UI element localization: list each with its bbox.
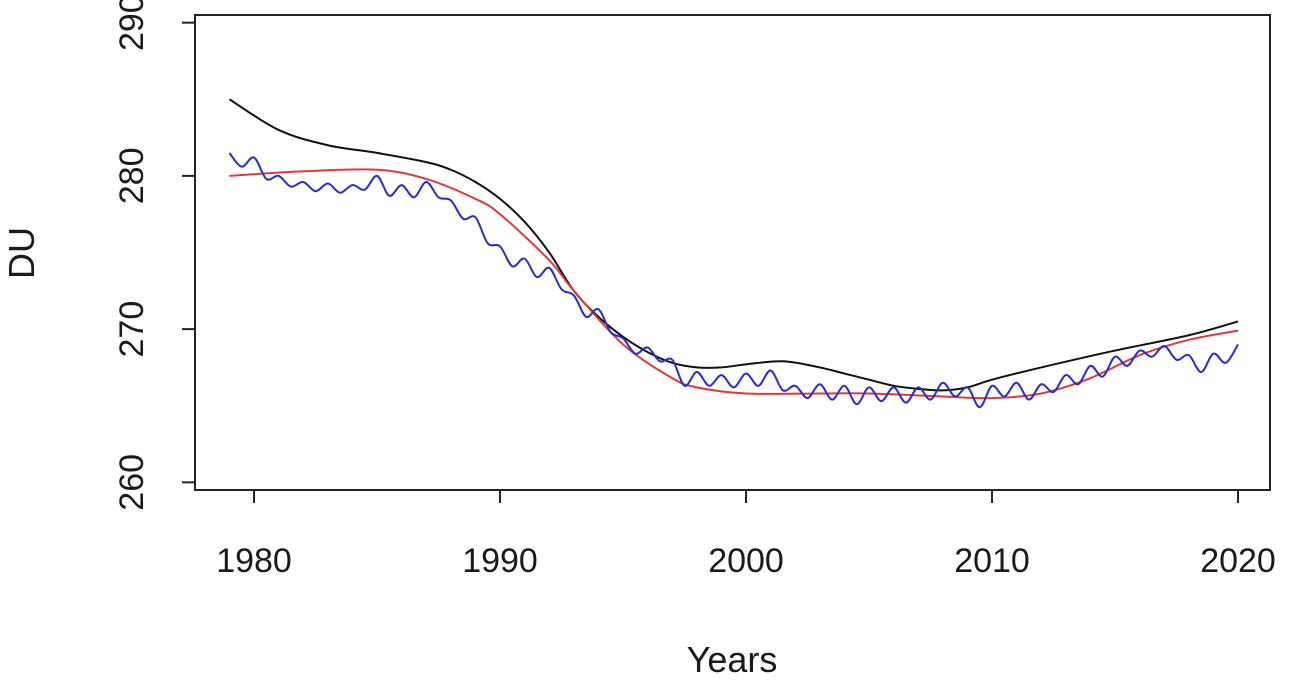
x-tick-label: 2000 [708, 542, 784, 580]
x-tick-label: 2010 [954, 542, 1030, 580]
x-axis-label: Years [687, 639, 778, 680]
x-tick-label: 1980 [216, 542, 292, 580]
series-line-red [229, 168, 1239, 400]
y-tick-label: 260 [113, 454, 151, 511]
y-tick-label: 270 [113, 301, 151, 358]
series-layer [228, 98, 1239, 409]
y-tick-label: 280 [113, 148, 151, 205]
series-line-blue [228, 152, 1239, 409]
x-tick-label: 1990 [462, 542, 538, 580]
y-tick-label: 290 [113, 0, 151, 51]
series-line-black [228, 98, 1239, 392]
axes: 1980 1990 2000 2010 2020 260 270 280 290 [113, 0, 1276, 580]
x-tick-label: 2020 [1200, 542, 1276, 580]
plot-frame [194, 14, 1271, 491]
y-axis-label: DU [1, 227, 42, 279]
